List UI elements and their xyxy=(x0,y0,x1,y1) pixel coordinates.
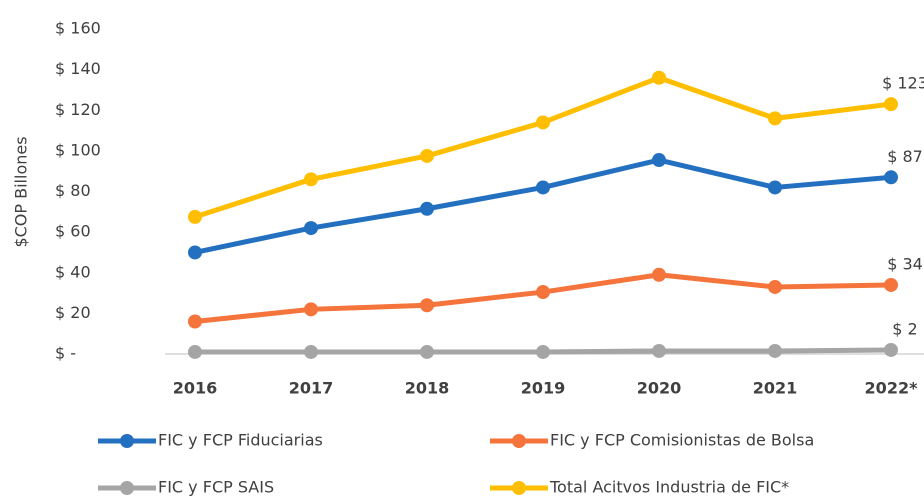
point xyxy=(188,245,202,260)
legend-label: FIC y FCP SAIS xyxy=(158,478,274,497)
point xyxy=(768,279,782,294)
y-tick-label: $ 140 xyxy=(55,59,101,78)
legend-label: FIC y FCP Fiduciarias xyxy=(158,431,323,450)
legend-swatch-dot xyxy=(120,434,134,448)
legend-swatch-dot xyxy=(512,481,526,495)
legend-swatch-dot xyxy=(120,481,134,495)
point xyxy=(652,343,666,358)
value-label: $ 34 xyxy=(887,254,923,273)
value-label: $ 87 xyxy=(887,147,923,166)
y-tick-label: $ 60 xyxy=(55,222,91,241)
y-axis-label: $COP Billones xyxy=(12,136,31,247)
point xyxy=(884,277,898,292)
point xyxy=(884,97,898,112)
point xyxy=(536,344,550,359)
point xyxy=(536,115,550,130)
point xyxy=(768,180,782,195)
point xyxy=(420,344,434,359)
x-tick-label: 2022* xyxy=(865,379,919,398)
x-tick-label: 2019 xyxy=(521,379,566,398)
point xyxy=(188,209,202,224)
legend-swatch-dot xyxy=(512,434,526,448)
y-tick-label: $ 80 xyxy=(55,181,91,200)
legend-label: Total Acitvos Industria de FIC* xyxy=(549,478,789,497)
x-tick-label: 2017 xyxy=(289,379,334,398)
series-line xyxy=(194,157,892,255)
x-tick-label: 2020 xyxy=(637,379,682,398)
point xyxy=(652,70,666,85)
point xyxy=(420,298,434,313)
point xyxy=(304,172,318,187)
point xyxy=(420,148,434,163)
y-tick-label: $ 20 xyxy=(55,303,91,322)
y-tick-label: $ 100 xyxy=(55,140,101,159)
point xyxy=(188,314,202,329)
x-tick-label: 2021 xyxy=(753,379,798,398)
point xyxy=(536,180,550,195)
value-label: $ 123 xyxy=(882,74,924,93)
y-tick-label: $ - xyxy=(55,344,76,363)
point xyxy=(420,201,434,216)
point xyxy=(304,344,318,359)
point xyxy=(536,285,550,300)
point xyxy=(768,343,782,358)
value-label: $ 2 xyxy=(892,319,917,338)
point xyxy=(304,302,318,317)
x-tick-label: 2018 xyxy=(405,379,450,398)
x-tick-label: 2016 xyxy=(173,379,218,398)
point xyxy=(652,153,666,168)
point xyxy=(768,111,782,126)
point xyxy=(652,267,666,282)
point xyxy=(304,221,318,236)
legend-label: FIC y FCP Comisionistas de Bolsa xyxy=(550,431,814,450)
point xyxy=(884,170,898,185)
point xyxy=(884,342,898,357)
series-line xyxy=(194,75,892,220)
y-tick-label: $ 120 xyxy=(55,100,101,119)
y-tick-label: $ 160 xyxy=(55,19,101,38)
y-tick-label: $ 40 xyxy=(55,262,91,281)
point xyxy=(188,344,202,359)
